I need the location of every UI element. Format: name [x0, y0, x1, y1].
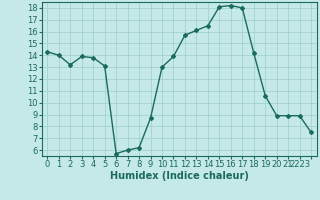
X-axis label: Humidex (Indice chaleur): Humidex (Indice chaleur) — [110, 171, 249, 181]
